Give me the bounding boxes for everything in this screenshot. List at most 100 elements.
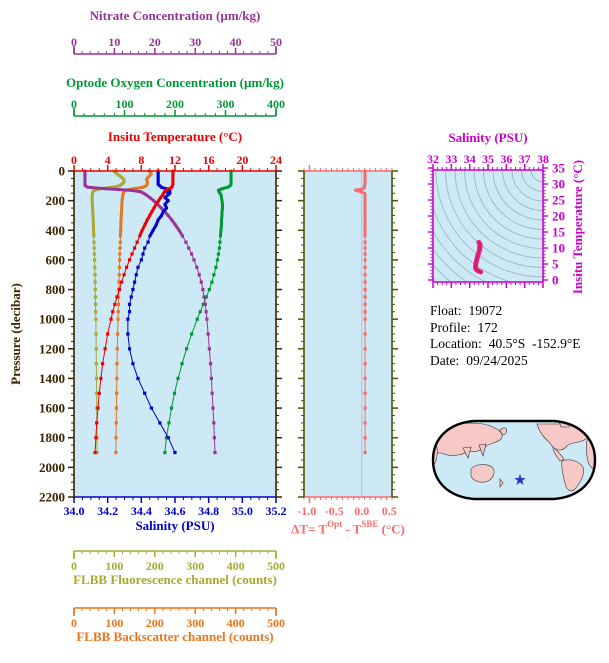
date-line: Date: 09/24/2025 [430,352,528,368]
tick-label: 600 [46,252,66,267]
delta-t-panel [304,169,392,497]
tick-label: 1200 [39,341,65,356]
tick-label: 0 [71,153,77,167]
isopycnal-contours [433,170,543,282]
ts-salinity-axis-title: Salinity (PSU) [448,130,528,145]
tick-label: 10 [108,35,120,49]
tick-label: 800 [46,282,66,297]
tick-label: 20 [236,153,248,167]
tick-label: 400 [227,559,245,573]
tick-label: 34.4 [131,504,152,518]
tick-label: 38 [537,152,549,166]
tick-label: 32 [427,152,439,166]
temperature-axis-title: Insitu Temperature (°C) [107,129,243,144]
tick-label: 500 [267,616,285,630]
world-map [431,419,597,501]
float-id-line: Float: 19072 [430,303,503,318]
location-line: Location: 40.5°S -152.9°E [430,336,581,351]
tick-label: 200 [166,97,184,111]
tick-label: 0 [71,616,77,630]
oxygen-axis-title: Optode Oxygen Concentration (µm/kg) [65,75,284,90]
tick-label: 34.2 [97,504,118,518]
tick-label: 15 [552,225,566,240]
tick-label: 300 [217,97,235,111]
tick-label: 0 [552,273,559,288]
oxygen-profile-line [163,169,233,455]
tick-label: 8 [138,153,144,167]
tick-label: 200 [46,193,66,208]
tick-label: -1.0 [297,504,316,518]
tick-label: 300 [186,616,204,630]
tick-label: 24 [270,153,282,167]
fluorescence-axis-title: FLBB Fluorescence channel (counts) [73,572,277,587]
tick-label: 1800 [39,430,65,445]
float-info-panel: Float: 19072 Profile: 172 Location: 40.5°S … [430,303,581,369]
tick-label: 1000 [39,312,65,327]
tick-label: 34.0 [64,504,85,518]
tick-label: 35.2 [266,504,287,518]
tick-label: 4 [105,153,111,167]
tick-label: 33 [445,152,457,166]
tick-label: 0.0 [354,504,369,518]
salinity-profile-line [126,169,177,455]
tick-label: 0 [71,559,77,573]
tick-label: 35 [552,161,566,176]
tick-label: 34.8 [198,504,219,518]
tick-label: 30 [189,35,201,49]
tick-label: 200 [146,559,164,573]
backscatter-profile-line [114,169,153,455]
tick-label: 500 [267,559,285,573]
tick-label: 20 [552,209,565,224]
tick-label: 0 [71,97,77,111]
profile-number-line: Profile: 172 [430,319,498,335]
nitrate-profile-line [83,169,217,455]
temperature-profile-line [93,169,175,455]
nitrate-axis-title: Nitrate Concentration (µm/kg) [89,8,261,23]
tick-label: 0 [71,35,77,49]
ts-diagram [433,170,543,282]
pressure-axis-title: Pressure (decibar) [8,283,23,385]
float-location-star [514,474,526,485]
tick-label: 25 [552,193,566,208]
tick-label: 0.5 [382,504,397,518]
tick-label: 300 [186,559,204,573]
main-profile-plot [74,169,276,497]
tick-label: 100 [105,559,123,573]
delta-t-axis-title: ΔT= TOpt - TSBE (°C) [291,519,405,537]
tick-label: 10 [552,241,565,256]
continents [433,421,595,492]
tick-label: 34.6 [165,504,186,518]
tick-label: 400 [46,223,66,238]
tick-label: 1400 [39,371,65,386]
backscatter-axis-title: FLBB Backscatter channel (counts) [76,629,274,644]
tick-label: -0.5 [325,504,344,518]
tick-label: 200 [146,616,164,630]
tick-label: 400 [227,616,245,630]
delta-t-profile-line [354,169,367,455]
tick-label: 36 [500,152,512,166]
tick-label: 5 [552,257,559,272]
tick-label: 0 [59,164,66,179]
tick-label: 2200 [39,490,65,505]
tick-label: 35.0 [232,504,253,518]
tick-label: 100 [116,97,134,111]
tick-label: 35 [482,152,494,166]
main-plot-axes: 0 4 8 12 16 20 24 34.0 34.2 34.4 34.6 34.8 35.0 35.2 0… [39,153,287,518]
delta-t-axes: -1.0 -0.5 0.0 0.5 [297,165,398,518]
tick-label: 34 [464,152,476,166]
tick-label: 50 [270,35,282,49]
ts-curve [473,239,484,275]
tick-label: 12 [169,153,181,167]
tick-label: 20 [149,35,161,49]
tick-label: 1600 [39,401,65,416]
tick-label: 30 [552,177,565,192]
tick-label: 16 [203,153,215,167]
tick-label: 37 [519,152,531,166]
ts-temperature-axis-title: Insitu Temperature (°C) [570,159,585,295]
tick-label: 100 [105,616,123,630]
tick-label: 2000 [39,460,65,475]
